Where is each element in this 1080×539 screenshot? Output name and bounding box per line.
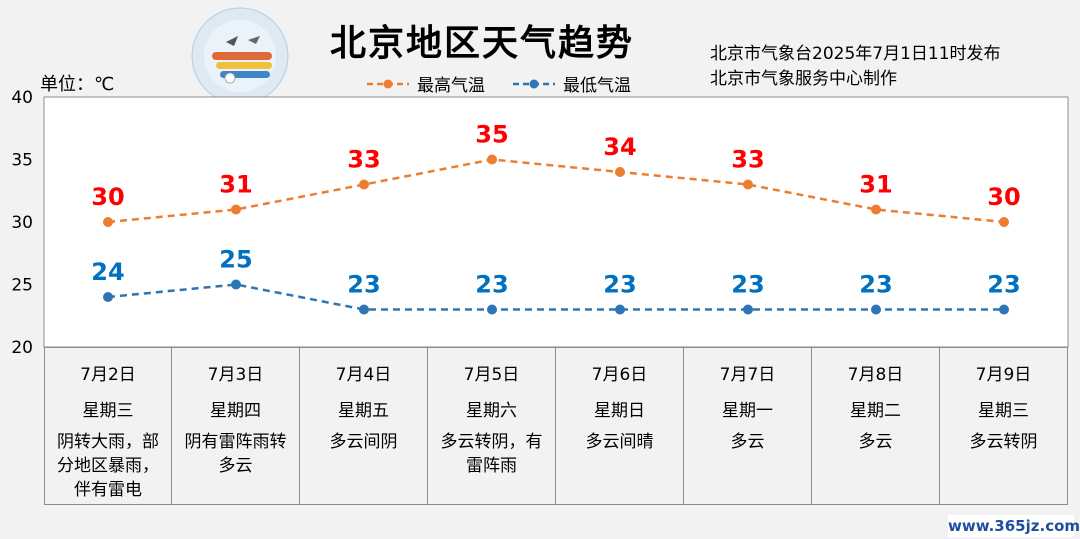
day-weekday: 星期一	[722, 401, 773, 421]
data-label-high: 35	[475, 121, 508, 149]
issuer-info: 北京市气象台2025年7月1日11时发布 北京市气象服务中心制作	[710, 42, 1001, 92]
day-weekday: 星期六	[466, 401, 517, 421]
data-point-low	[743, 304, 753, 315]
y-tick-label: 20	[11, 338, 33, 358]
unit-label: 单位：℃	[40, 74, 115, 95]
data-point-high	[103, 217, 113, 227]
data-label-high: 34	[603, 133, 636, 161]
data-label-high: 31	[219, 171, 252, 199]
page-title: 北京地区天气趋势	[330, 23, 635, 64]
data-label-low: 24	[91, 258, 124, 286]
data-point-high	[871, 204, 881, 215]
data-label-high: 33	[731, 146, 764, 174]
day-date: 7月7日	[719, 365, 776, 385]
data-label-low: 23	[987, 271, 1020, 299]
day-weather: 多云间阴	[329, 432, 398, 452]
data-point-low	[615, 304, 625, 315]
data-label-low: 23	[475, 271, 508, 299]
series-line-low	[107, 283, 1004, 311]
forecast-column: 7月3日星期四阴有雷阵雨转多云	[172, 348, 300, 504]
legend-low-marker	[513, 79, 555, 88]
forecast-column: 7月7日星期一多云	[684, 348, 812, 504]
data-label-low: 25	[219, 246, 252, 274]
day-date: 7月8日	[847, 365, 904, 385]
data-label-low: 23	[603, 271, 636, 299]
data-point-low	[103, 292, 113, 302]
forecast-column: 7月8日星期二多云	[812, 348, 940, 504]
forecast-column: 7月9日星期三多云转阴	[940, 348, 1068, 504]
data-label-low: 23	[347, 271, 380, 299]
day-date: 7月9日	[975, 365, 1032, 385]
series-high: 30 31 33 35 34 33 31 30	[91, 121, 1021, 227]
day-weather: 阴转大雨，部分地区暴雨，伴有雷电	[57, 432, 159, 500]
watermark: www.365jz.com	[948, 515, 1080, 537]
data-point-low	[487, 304, 497, 315]
day-date: 7月6日	[591, 365, 648, 385]
legend-high-label: 最高气温	[417, 76, 485, 96]
y-tick-label: 35	[11, 151, 33, 171]
day-weekday: 星期日	[594, 401, 645, 421]
data-point-low	[871, 304, 881, 315]
chart-legend: 最高气温 最低气温	[365, 71, 631, 96]
day-date: 7月3日	[207, 365, 264, 385]
data-point-low	[231, 279, 241, 290]
day-date: 7月4日	[335, 365, 392, 385]
forecast-column: 7月2日星期三阴转大雨，部分地区暴雨，伴有雷电	[44, 348, 172, 504]
day-weather: 多云转阴	[969, 432, 1038, 452]
legend-item-high: 最高气温	[365, 71, 485, 96]
issuer-line-1: 北京市气象台2025年7月1日11时发布	[710, 44, 1001, 64]
series-low: 24 25 23 23 23 23 23 23	[91, 246, 1021, 315]
day-weather: 多云间晴	[585, 432, 654, 452]
day-weather: 多云	[858, 432, 893, 452]
data-point-high	[743, 179, 753, 190]
data-label-high: 31	[859, 171, 892, 199]
plot-area	[43, 96, 1069, 348]
day-weekday: 星期四	[210, 401, 261, 421]
forecast-table: 7月2日 星期三 阴转大雨，部分地区暴雨，伴有雷电 7月3日 星期四 阴有雷阵雨转多云 7月…	[44, 347, 1068, 505]
data-point-low	[999, 304, 1009, 315]
y-tick-label: 30	[11, 213, 33, 233]
y-tick-label: 25	[11, 276, 33, 296]
legend-high-marker	[367, 79, 409, 88]
data-label-high: 30	[987, 183, 1020, 211]
y-axis-ticks: 20 25 30 35 40	[11, 88, 33, 358]
y-tick-label: 40	[11, 88, 33, 108]
issuer-line-2: 北京市气象服务中心制作	[710, 69, 897, 89]
forecast-column: 7月6日星期日多云间晴	[556, 348, 684, 504]
data-point-high	[615, 167, 625, 177]
data-point-high	[487, 154, 497, 165]
legend-item-low: 最低气温	[511, 71, 631, 96]
forecast-column: 7月5日星期六多云转阴，有雷阵雨	[428, 348, 556, 504]
series-line-high	[107, 158, 1005, 224]
data-point-high	[999, 217, 1009, 227]
forecast-column: 7月4日星期五多云间阴	[300, 348, 428, 504]
day-date: 7月2日	[80, 365, 136, 385]
day-weekday: 星期二	[850, 401, 901, 421]
day-weather: 多云	[730, 432, 765, 452]
data-point-high	[359, 179, 369, 190]
data-point-high	[231, 204, 241, 215]
data-label-high: 33	[347, 146, 380, 174]
data-label-low: 23	[859, 271, 892, 299]
day-weekday: 星期三	[82, 401, 134, 421]
data-label-low: 23	[731, 271, 764, 299]
day-weekday: 星期五	[338, 401, 389, 421]
data-label-high: 30	[91, 183, 124, 211]
day-weather: 阴有雷阵雨转多云	[184, 432, 287, 476]
data-point-low	[359, 304, 369, 315]
meteorological-service-logo	[191, 7, 289, 105]
legend-low-label: 最低气温	[563, 76, 631, 96]
day-date: 7月5日	[463, 365, 520, 385]
day-weather: 多云转阴，有雷阵雨	[440, 432, 543, 476]
day-weekday: 星期三	[978, 401, 1029, 421]
